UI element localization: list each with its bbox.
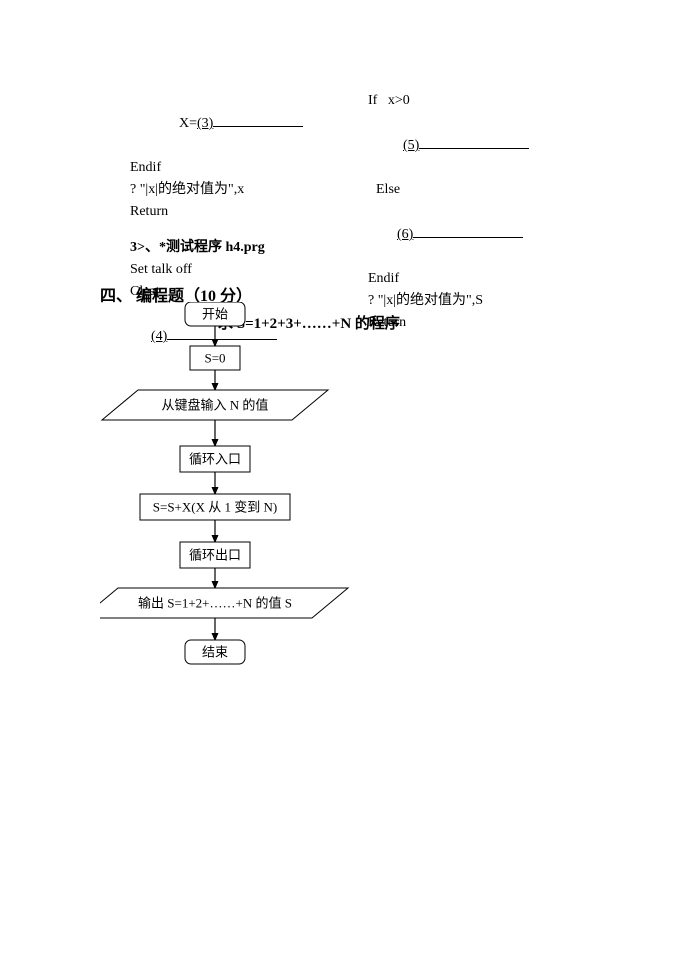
code-line: X=(3) — [130, 90, 350, 157]
code-line: Endif — [130, 157, 350, 179]
svg-text:S=S+X(X 从 1 变到 N): S=S+X(X 从 1 变到 N) — [153, 500, 277, 515]
page: X=(3) Endif ? "|x|的绝对值为",x Return 3>、*测试… — [0, 0, 690, 975]
code-line: Set talk off — [130, 259, 350, 281]
blank-line — [413, 223, 523, 238]
blank-line — [213, 112, 303, 127]
flowchart: 开始 S=0 从键盘输入 N 的值循环入口 S=S+X(X 从 1 变到 N) 循环出口… — [100, 302, 360, 687]
code-line: ? "|x|的绝对值为",x — [130, 179, 350, 201]
svg-text:输出 S=1+2+……+N 的值 S: 输出 S=1+2+……+N 的值 S — [138, 596, 292, 611]
svg-text:从键盘输入 N 的值: 从键盘输入 N 的值 — [162, 398, 269, 413]
code-line: Else — [368, 179, 588, 201]
svg-text:开始: 开始 — [202, 307, 228, 322]
code-line: Return — [368, 312, 588, 334]
code-line: Endif — [368, 268, 588, 290]
code-line: (5) — [368, 112, 588, 179]
blank-3: (3) — [197, 116, 213, 131]
code-line: Return — [130, 201, 350, 223]
svg-text:循环入口: 循环入口 — [189, 452, 241, 467]
svg-text:S=0: S=0 — [204, 351, 225, 366]
code-line: ? "|x|的绝对值为",S — [368, 290, 588, 312]
svg-text:循环出口: 循环出口 — [189, 548, 241, 563]
spacer — [130, 223, 350, 237]
code-line: (6) — [368, 201, 588, 268]
flowchart-svg: 开始 S=0 从键盘输入 N 的值循环入口 S=S+X(X 从 1 变到 N) 循环出口… — [100, 302, 360, 682]
code-column-right: If x>0 (5) Else (6) Endif ? "|x|的绝对值为",S… — [368, 90, 588, 334]
code-text: X= — [179, 116, 197, 131]
blank-5: (5) — [403, 138, 419, 153]
code-heading: 3>、*测试程序 h4.prg — [130, 237, 350, 259]
svg-text:结束: 结束 — [202, 645, 228, 660]
code-line: If x>0 — [368, 90, 588, 112]
blank-6: (6) — [397, 227, 413, 242]
blank-line — [419, 134, 529, 149]
